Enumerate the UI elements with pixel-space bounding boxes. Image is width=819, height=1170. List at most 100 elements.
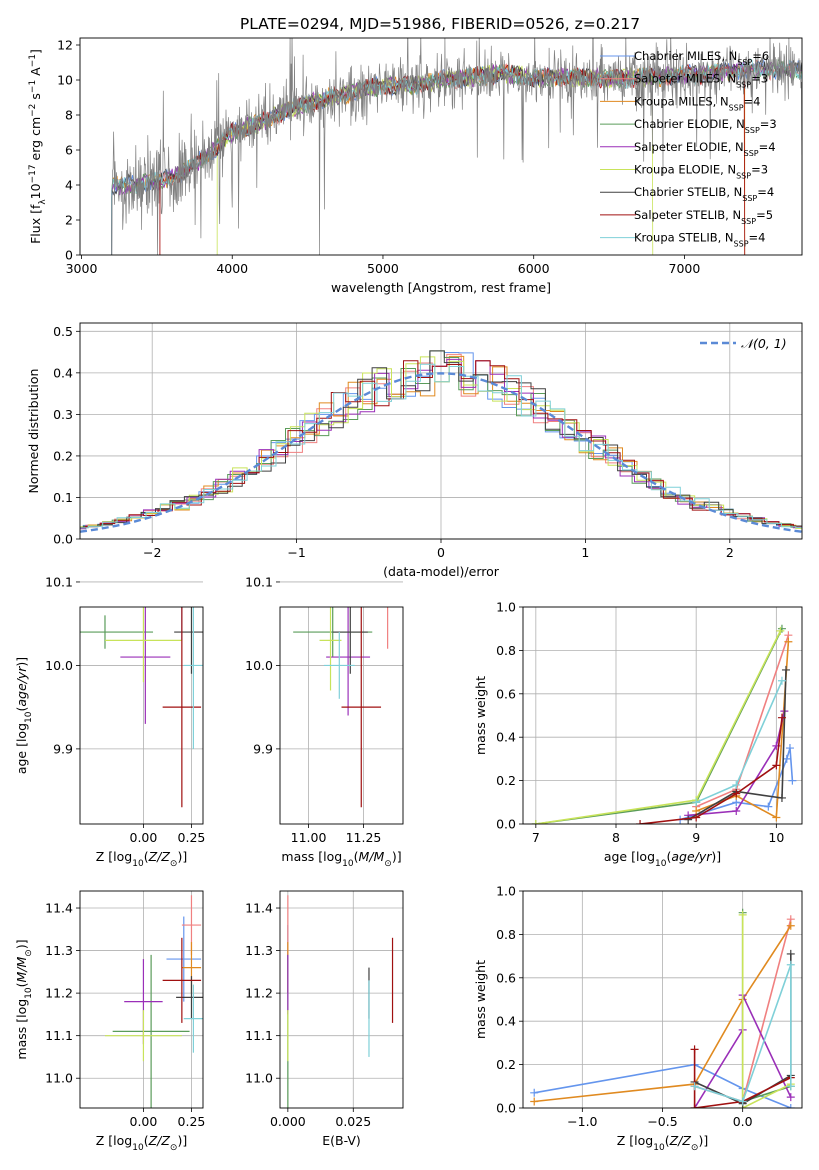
- weight-marker-chabrier_miles: [764, 802, 773, 811]
- weight-marker-salpeter_stelib: [772, 761, 781, 770]
- y-tick-label: 2: [65, 213, 73, 228]
- legend-label-tail: =4: [759, 140, 776, 154]
- y-axis-label: mass weight: [473, 676, 488, 755]
- axes-frame: [522, 890, 803, 1109]
- errorbar-kroupa_stelib: [183, 607, 203, 749]
- x-tick-label: 7: [532, 830, 540, 845]
- errorbar-salpeter_miles: [182, 540, 201, 573]
- x-axis-label-part: )]: [698, 1133, 708, 1148]
- y-axis-label-part: 10: [24, 711, 34, 723]
- legend-label-tail: =4: [749, 231, 766, 245]
- x-axis-label-part: 10: [132, 859, 144, 869]
- legend-label-base: Chabrier MILES, N: [634, 49, 737, 63]
- x-axis-label-part: (: [354, 849, 359, 864]
- histograms: [80, 350, 802, 530]
- x-tick-label: −1: [287, 545, 305, 560]
- legend-label-base: Salpeter ELODIE, N: [634, 140, 744, 154]
- y-tick-label: 0.6: [496, 970, 516, 985]
- x-axis-label-part: Z/Z: [148, 1133, 171, 1148]
- legend-label: Salpeter STELIB, NSSP=5: [634, 208, 773, 226]
- weight-marker-chabrier_miles: [782, 754, 791, 763]
- y-tick-label: 11.4: [245, 901, 273, 916]
- legend-label: Kroupa ELODIE, NSSP=3: [634, 163, 768, 181]
- subplot-7: −1.0 −0.5 0.0 0.0 0.2 0.4 0.6 0.8 1.0: [496, 884, 803, 1129]
- subplot-2: 0.00 0.25 9.9 10.0 10.1: [45, 540, 205, 845]
- y-axis-label-part: age/yr: [14, 666, 29, 707]
- y-axis-label-part: 10: [24, 987, 34, 999]
- y-tick-label: 0.2: [496, 1057, 516, 1072]
- axes-frame: [79, 890, 204, 1109]
- weight-marker-chabrier_stelib: [777, 793, 786, 802]
- errorbar-kroupa_miles: [186, 540, 201, 590]
- weight-line-kroupa_elodie: [741, 914, 792, 1108]
- y-axis-label-part: M/M: [14, 956, 29, 982]
- axes-4: 7 8 9 10 0.0 0.2 0.4 0.6 0.8 1.0: [496, 600, 802, 845]
- errorbar-salpeter_stelib: [341, 607, 382, 808]
- x-tick-label: −2: [143, 545, 161, 560]
- errorbar-kroupa_elodie: [104, 1010, 182, 1062]
- model-spectrum-kroupa_elodie: [216, 64, 654, 255]
- x-tick-label: 0.00: [130, 830, 158, 845]
- y-tick-label: 0.0: [53, 532, 73, 547]
- legend-label-base: Salpeter MILES, N: [634, 72, 736, 86]
- x-axis-label-part: (: [666, 849, 671, 864]
- axes-frame: [79, 606, 204, 825]
- legend-label-sub: SSP: [744, 148, 759, 157]
- histogram-salpeter_elodie: [80, 358, 802, 530]
- weight-marker-kroupa_elodie: [531, 820, 540, 824]
- y-tick-label: 0.8: [496, 643, 516, 658]
- weight-line-chabrier_stelib: [687, 669, 787, 821]
- legend-label-sub: SSP: [745, 126, 760, 135]
- y-axis-label-part: ]: [28, 49, 43, 54]
- y-axis-label-part: 10: [28, 183, 43, 199]
- y-axis-label-part: age [log: [14, 723, 29, 774]
- y-axis-label-part: mass [log: [14, 999, 29, 1060]
- x-axis-label: age [log10(age/yr)]: [604, 849, 721, 869]
- y-tick-label: 4: [65, 178, 73, 193]
- y-tick-label: 0.8: [496, 927, 516, 942]
- weight-marker-kroupa_miles: [786, 921, 795, 930]
- y-axis-label: mass weight: [473, 960, 488, 1039]
- x-axis-label: Z [log10(Z/Z⊙)]: [96, 1133, 187, 1153]
- weight-line-chabrier_miles: [534, 1063, 792, 1108]
- y-tick-label: 0.1: [53, 490, 73, 505]
- x-axis-label-part: Z/Z: [148, 849, 171, 864]
- x-tick-label: 7000: [669, 261, 701, 276]
- y-tick-label: 11.3: [245, 943, 273, 958]
- x-axis-label-part: Z [log: [96, 1133, 132, 1148]
- x-axis-label-part: Z/Z: [669, 1133, 692, 1148]
- y-tick-label: 11.2: [45, 986, 73, 1001]
- x-axis-label-part: ⊙: [384, 859, 392, 869]
- weight-marker-kroupa_miles: [530, 1097, 539, 1106]
- y-tick-label: 0.2: [53, 448, 73, 463]
- x-tick-label: 1: [581, 545, 589, 560]
- histogram-kroupa_miles: [80, 355, 802, 529]
- x-axis-label-part: mass [log: [281, 849, 342, 864]
- x-axis-label-part: 10: [342, 859, 354, 869]
- x-axis-label-part: )]: [177, 1133, 187, 1148]
- y-axis-label-part: A: [28, 67, 43, 80]
- weight-marker-kroupa_miles: [784, 637, 793, 646]
- weight-marker-salpeter_elodie: [732, 806, 741, 815]
- histogram-chabrier_miles: [80, 350, 802, 528]
- weight-marker-salpeter_stelib: [636, 820, 645, 824]
- y-tick-label: 11.4: [45, 901, 73, 916]
- x-axis-label: Z [log10(Z/Z⊙)]: [617, 1133, 708, 1153]
- x-axis-label-part: E(B-V): [322, 1133, 361, 1148]
- weight-line-chabrier_elodie: [535, 628, 783, 824]
- errorbar-kroupa_miles: [352, 540, 383, 573]
- y-tick-label: 9.9: [53, 741, 73, 756]
- weight-line-kroupa_stelib: [694, 964, 792, 1103]
- x-tick-label: 0.000: [270, 1114, 306, 1129]
- y-axis-label-part: s: [28, 93, 43, 104]
- x-tick-label: 8: [612, 830, 620, 845]
- x-tick-label: 10: [768, 830, 784, 845]
- x-tick-label: 3000: [66, 261, 98, 276]
- weight-marker-kroupa_stelib: [786, 1082, 795, 1091]
- y-tick-label: 0.0: [496, 817, 516, 832]
- y-tick-label: 10.1: [245, 574, 273, 589]
- y-axis-label-part: )]: [14, 939, 29, 949]
- x-axis-label-part: ⊙: [170, 1143, 178, 1153]
- x-tick-label: 2: [726, 545, 734, 560]
- y-axis-label-part: −1: [28, 80, 38, 93]
